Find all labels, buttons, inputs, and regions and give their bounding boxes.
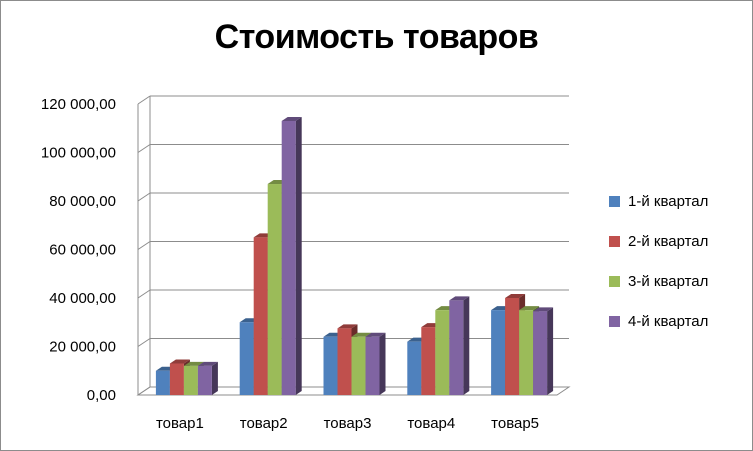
y-tick-label: 20 000,00 (49, 339, 116, 356)
bar-front (155, 370, 170, 395)
bar-top (183, 361, 204, 366)
bar-front (197, 365, 212, 395)
bar-top (351, 332, 372, 337)
legend-item: 1-й квартал (609, 192, 708, 211)
legend-item: 3-й квартал (609, 272, 708, 291)
legend-label: 3-й квартал (628, 273, 709, 290)
y-tick-label: 0,00 (87, 387, 116, 404)
bars (155, 116, 554, 395)
legend-swatch (609, 196, 620, 207)
bar-front (183, 365, 198, 395)
bar-front (337, 328, 352, 395)
y-tick-label: 100 000,00 (41, 145, 116, 162)
bar-top (365, 332, 386, 337)
chart-title: Стоимость товаров (214, 18, 539, 56)
x-category-label: товар5 (491, 415, 539, 432)
bar-side (211, 361, 218, 395)
bar-front (491, 310, 506, 395)
y-tick-label: 80 000,00 (49, 193, 116, 210)
bar-front (253, 237, 268, 395)
bar (365, 332, 386, 395)
bar-front (505, 298, 520, 395)
legend-label: 4-й квартал (628, 313, 709, 330)
legend-item: 2-й квартал (609, 232, 708, 251)
bar-front (407, 341, 422, 395)
bar (533, 307, 554, 395)
gridline-side (137, 338, 151, 347)
bar-front (281, 120, 296, 395)
legend: 1-й квартал 2-й квартал 3-й квартал 4-й ква… (609, 192, 708, 352)
bar-side (295, 116, 302, 395)
bar-front (267, 184, 282, 395)
y-tick-label: 60 000,00 (49, 242, 116, 259)
x-axis-category-labels: товар1 товар2 товар3 товар4 товар5 (156, 415, 539, 432)
x-category-label: товар1 (156, 415, 204, 432)
x-category-label: товар4 (407, 415, 455, 432)
legend-swatch (609, 236, 620, 247)
bar (449, 296, 470, 395)
gridline-side (137, 95, 151, 105)
y-tick-label: 40 000,00 (49, 290, 116, 307)
y-tick-label: 120 000,00 (41, 96, 116, 113)
gridline-side (137, 241, 151, 250)
bar-front (323, 336, 338, 395)
bar-front (435, 310, 450, 395)
bar-top (169, 359, 190, 364)
bar-front (351, 336, 366, 395)
x-category-label: товар2 (240, 415, 288, 432)
x-category-label: товар3 (324, 415, 372, 432)
bar-top (533, 307, 554, 312)
legend-swatch (609, 276, 620, 287)
bar-top (281, 116, 302, 121)
gridline-side (137, 144, 151, 153)
bar-front (239, 322, 254, 395)
legend-label: 2-й квартал (628, 233, 709, 250)
bar-top (449, 296, 470, 301)
legend-label: 1-й квартал (628, 193, 709, 210)
legend-item: 4-й квартал (609, 312, 708, 331)
bar-top (505, 294, 526, 298)
bar-top (519, 306, 540, 311)
bar-top (197, 361, 218, 366)
bar (281, 116, 302, 395)
bar-side (463, 296, 470, 395)
bar-front (421, 327, 436, 395)
bar-front (533, 311, 548, 395)
bar-top (337, 324, 358, 329)
y-axis-tick-labels: 0,00 20 000,00 40 000,00 60 000,00 80 000,00… (41, 96, 116, 404)
gridline-side (137, 289, 151, 299)
legend-swatch (609, 316, 620, 327)
gridline-side (137, 192, 151, 202)
bar-front (169, 363, 184, 395)
gridline-side (137, 386, 151, 396)
bar (197, 361, 218, 395)
bar-front (365, 336, 380, 395)
bar-side (379, 332, 386, 395)
bar-front (519, 310, 534, 395)
bar-side (547, 307, 554, 395)
bar-front (449, 300, 464, 395)
